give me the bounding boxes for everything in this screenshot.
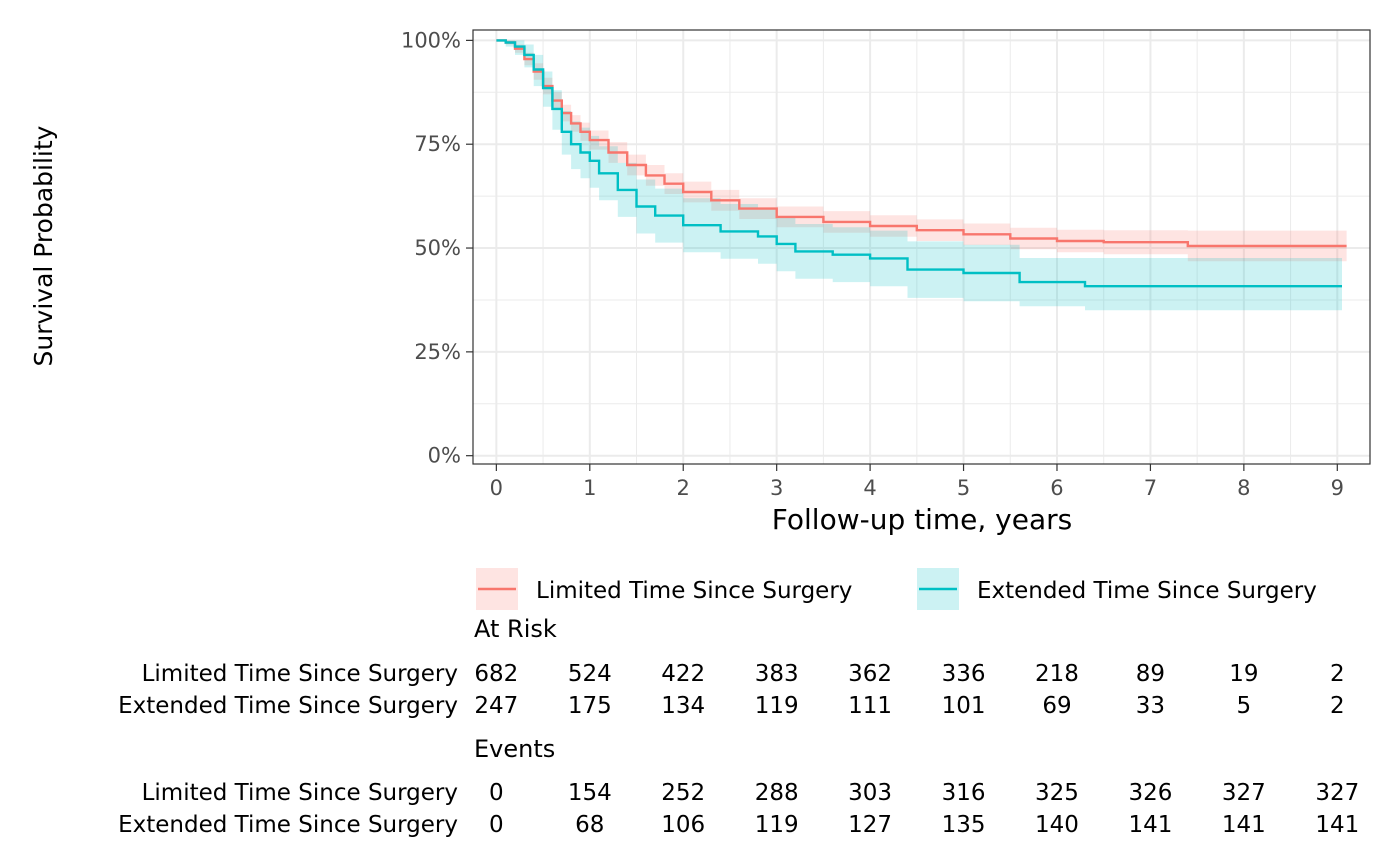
table-cell: 111 [848,693,892,719]
table-row-label: Extended Time Since Surgery [118,693,458,719]
y-tick-label: 25% [414,340,461,364]
x-axis: 0 1 2 3 4 5 6 7 8 9 [490,464,1344,500]
table-cell: 101 [942,693,986,719]
table-cell: 0 [489,812,504,838]
table-cell: 252 [661,780,705,806]
table-cell: 326 [1128,780,1172,806]
y-axis: 0% 25% 50% 75% 100% [401,28,473,468]
table-cell: 141 [1128,812,1172,838]
table-cell: 33 [1136,693,1165,719]
confidence-band-1 [496,40,1347,262]
table-cell: 154 [568,780,612,806]
table-cell: 68 [575,812,604,838]
confidence-bands [496,40,1347,311]
table-cell: 288 [755,780,799,806]
table-cell: 5 [1237,693,1252,719]
panel-frame [472,29,1371,465]
x-tick-label: 1 [583,476,596,500]
table-cell: 127 [848,812,892,838]
y-axis-title: Survival Probability [29,125,58,366]
table-cell: 682 [474,661,518,687]
table-cell: 140 [1035,812,1079,838]
table-cell: 106 [661,812,705,838]
table-cell: 336 [942,661,986,687]
table-cell: 134 [661,693,705,719]
x-tick-label: 4 [863,476,876,500]
table-cell: 19 [1229,661,1258,687]
table-cell: 383 [755,661,799,687]
survival-curve-2 [496,39,1342,288]
table-cell: 316 [942,780,986,806]
table-cell: 218 [1035,661,1079,687]
x-tick-label: 7 [1144,476,1157,500]
table-cell: 141 [1222,812,1266,838]
x-tick-label: 0 [490,476,503,500]
y-tick-label: 50% [414,236,461,260]
table-row-label: Limited Time Since Surgery [142,661,458,687]
table-cell: 119 [755,812,799,838]
x-axis-title: Follow-up time, years [772,503,1072,536]
y-tick-label: 75% [414,132,461,156]
x-tick-label: 9 [1331,476,1344,500]
table-cell: 2 [1330,693,1345,719]
panel-border [472,29,1371,465]
survival-lines [496,39,1347,288]
legend-label-1: Limited Time Since Surgery [536,578,852,604]
table-cell: 119 [755,693,799,719]
legend: Limited Time Since Surgery Extended Time … [476,568,1317,610]
x-tick-label: 3 [770,476,783,500]
confidence-band-2 [496,40,1342,311]
table-cell: 69 [1042,693,1071,719]
table-title: At Risk [474,615,557,643]
table-row-label: Limited Time Since Surgery [142,780,458,806]
table-cell: 141 [1315,812,1359,838]
table-cell: 0 [489,780,504,806]
y-tick-label: 100% [401,28,461,52]
x-tick-label: 2 [677,476,690,500]
table-row-label: Extended Time Since Surgery [118,812,458,838]
table-cell: 524 [568,661,612,687]
table-cell: 327 [1222,780,1266,806]
table-cell: 362 [848,661,892,687]
x-tick-label: 6 [1050,476,1063,500]
table-cell: 247 [474,693,518,719]
table-cell: 2 [1330,661,1345,687]
table-cell: 303 [848,780,892,806]
table-cell: 175 [568,693,612,719]
legend-label-2: Extended Time Since Surgery [977,578,1317,604]
table-cell: 89 [1136,661,1165,687]
table-cell: 135 [942,812,986,838]
table-cell: 327 [1315,780,1359,806]
y-tick-label: 0% [428,444,461,468]
table-cell: 422 [661,661,705,687]
table-title: Events [474,735,555,763]
grid-lines [473,30,1370,464]
table-cell: 325 [1035,780,1079,806]
x-tick-label: 8 [1237,476,1250,500]
x-tick-label: 5 [957,476,970,500]
